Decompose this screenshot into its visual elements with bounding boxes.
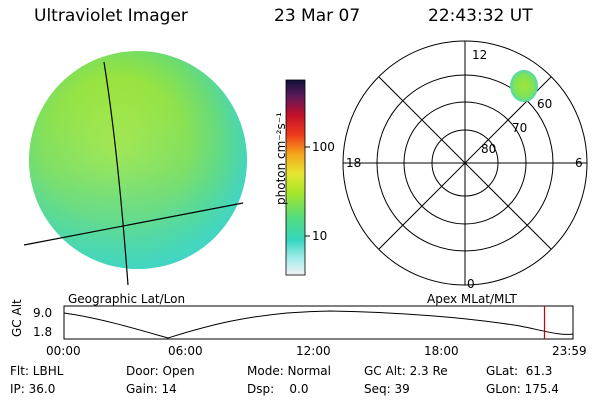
globe-parallel-line [23,202,244,246]
seq-info: Seq: 39 [364,382,410,396]
altitude-ytick: 9.0 [33,306,53,320]
color-bar-tick-label: 100 [312,140,335,154]
altitude-ylabel: GC Alt [10,299,24,337]
ip-info: IP: 36.0 [10,382,56,396]
mlt-label-top: 12 [472,48,488,62]
mlt-label-bottom: 0 [467,277,475,291]
mlt-label-right: 6 [575,156,583,170]
instrument-title: Ultraviolet Imager [34,6,188,26]
mode-info: Mode: Normal [247,364,331,378]
gc-alt-info: GC Alt: 2.3 Re [364,364,448,378]
time-label: 22:43:32 UT [428,6,533,26]
color-bar-tick-label: 10 [312,229,328,243]
altitude-xtick: 23:59 [552,344,587,358]
altitude-xtick: 00:00 [46,344,81,358]
lat-label: 60 [537,97,553,111]
globe-caption: Geographic Lat/Lon [68,292,186,306]
polar-diagonal-2 [378,76,552,250]
polar-caption: Apex MLat/MLT [427,292,517,306]
globe-meridian-line [103,61,129,286]
glon-info: GLon: 175.4 [486,382,559,396]
altitude-xtick: 18:00 [424,344,459,358]
altitude-curve [63,310,574,339]
altitude-ytick: 1.8 [33,325,53,339]
lat-label: 80 [481,142,497,156]
globe-dayside-glow [29,51,247,269]
mlt-label-left: 18 [346,156,362,170]
altitude-xtick: 06:00 [168,344,203,358]
door-info: Door: Open [126,364,195,378]
gain-info: Gain: 14 [126,382,177,396]
glat-info: GLat: 61.3 [486,364,553,378]
altitude-xtick: 12:00 [296,344,331,358]
lat-label: 70 [512,121,528,135]
filter-info: Flt: LBHL [10,364,64,378]
aurora-spot [510,70,538,102]
date-label: 23 Mar 07 [274,6,361,26]
color-bar-gradient [285,79,306,276]
dsp-info: Dsp: 0.0 [247,382,309,396]
